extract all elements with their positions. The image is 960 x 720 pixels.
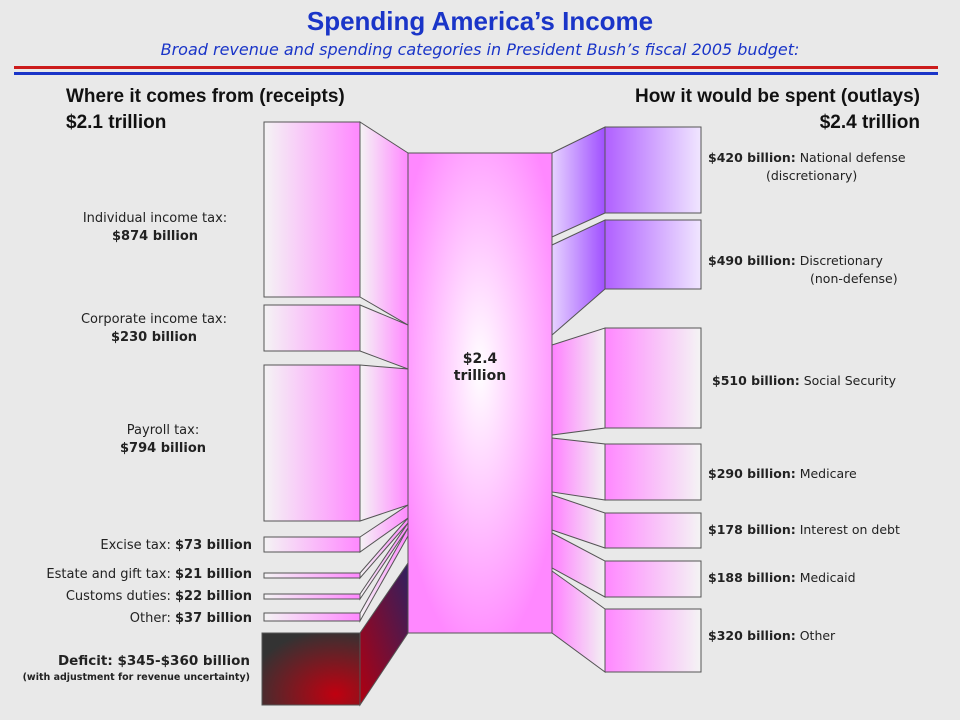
- receipt-label-other: Other: $37 billion: [129, 611, 252, 626]
- other-receipts-block: [263, 612, 361, 622]
- deficit-note: (with adjustment for revenue uncertainty…: [22, 672, 250, 683]
- deficit-label: Deficit: $345-$360 billion: [57, 653, 250, 669]
- center-amount: $2.4: [462, 351, 498, 367]
- outlay-label-discretionary: $490 billion: Discretionary (non-defense…: [708, 253, 898, 286]
- deficit-block: [261, 632, 361, 706]
- receipts-total: $2.1 trillion: [66, 112, 167, 133]
- medicaid-block: [604, 560, 702, 598]
- center-unit: trillion: [453, 368, 507, 384]
- outlays-total: $2.4 trillion: [819, 112, 920, 133]
- page-title: Spending America’s Income: [306, 6, 654, 36]
- outlays-heading: How it would be spent (outlays): [635, 86, 920, 107]
- estate-gift-tax-block: [263, 572, 361, 579]
- receipt-label-estate: Estate and gift tax: $21 billion: [46, 567, 252, 582]
- social-security-block: [604, 327, 702, 429]
- receipt-label-excise: Excise tax: $73 billion: [100, 538, 252, 553]
- outlay-label-defense: $420 billion: National defense (discreti…: [708, 150, 906, 183]
- outlay-label-other: $320 billion: Other: [708, 628, 836, 643]
- discretionary-nondefense-block: [604, 219, 702, 290]
- blue-stripe: [14, 72, 938, 75]
- customs-duties-block: [263, 593, 361, 600]
- receipt-label-customs: Customs duties: $22 billion: [65, 589, 252, 604]
- receipt-label-payroll: Payroll tax: $794 billion: [119, 423, 207, 456]
- outlay-blocks: [551, 126, 702, 673]
- red-stripe: [14, 66, 938, 69]
- outlay-label-interest: $178 billion: Interest on debt: [708, 522, 900, 537]
- page-subtitle: Broad revenue and spending categories in…: [160, 40, 800, 59]
- excise-tax-block: [263, 536, 361, 553]
- center-total-block: [407, 152, 553, 634]
- medicare-block: [604, 443, 702, 501]
- outlay-label-medicare: $290 billion: Medicare: [708, 466, 857, 481]
- outlay-label-medicaid: $188 billion: Medicaid: [708, 570, 856, 585]
- corporate-income-tax-block: [263, 304, 361, 352]
- receipt-label-corporate: Corporate income tax: $230 billion: [80, 312, 227, 345]
- receipt-label-individual: Individual income tax: $874 billion: [82, 211, 228, 244]
- individual-income-tax-block: [263, 121, 361, 298]
- receipt-blocks: [261, 121, 409, 707]
- center-label: $2.4 trillion: [408, 351, 552, 385]
- payroll-tax-block: [263, 364, 361, 522]
- receipts-heading: Where it comes from (receipts): [66, 86, 345, 107]
- national-defense-block: [604, 126, 702, 214]
- interest-on-debt-block: [604, 512, 702, 549]
- other-outlays-block: [604, 608, 702, 673]
- outlay-label-social-security: $510 billion: Social Security: [712, 373, 897, 388]
